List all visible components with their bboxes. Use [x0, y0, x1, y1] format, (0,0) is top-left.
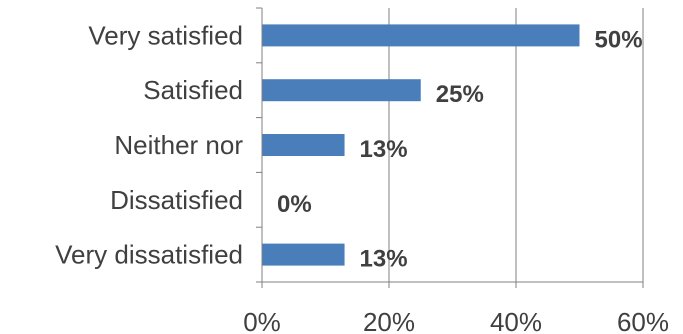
bar [262, 24, 580, 47]
category-labels: Very satisfied Satisfied Neither nor Dissat… [55, 20, 243, 269]
data-label: 50% [595, 26, 643, 53]
x-tick-labels: 0% 20% 40% 60% [243, 307, 669, 334]
category-label: Neither nor [114, 130, 243, 160]
category-label: Very satisfied [88, 20, 243, 50]
x-tick-label: 60% [617, 307, 669, 334]
data-labels: 50% 25% 13% 0% 13% [277, 26, 643, 272]
gridlines [388, 8, 644, 282]
data-label: 25% [436, 81, 484, 108]
bar [262, 79, 421, 102]
category-label: Very dissatisfied [55, 240, 243, 270]
category-label: Satisfied [143, 75, 243, 105]
bar [262, 134, 345, 156]
x-tick-label: 20% [363, 307, 415, 334]
data-label: 0% [277, 191, 312, 218]
data-label: 13% [360, 136, 408, 163]
x-tick-label: 0% [243, 307, 281, 334]
bar [262, 243, 345, 266]
bars [262, 24, 580, 266]
x-tick-label: 40% [490, 307, 542, 334]
data-label: 13% [360, 246, 408, 273]
category-label: Dissatisfied [110, 185, 243, 215]
axes [256, 7, 644, 288]
